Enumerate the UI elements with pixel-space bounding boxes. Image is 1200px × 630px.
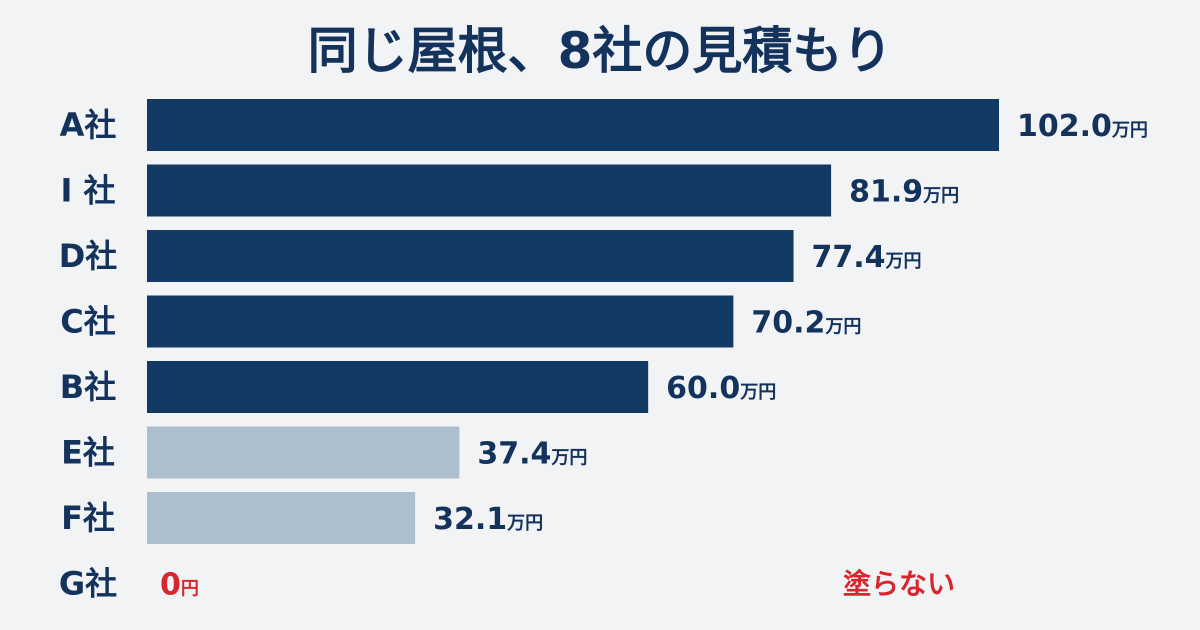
bar — [147, 361, 649, 413]
data-label: 70.2万円 — [751, 306, 861, 341]
data-label: 81.9万円 — [849, 175, 959, 210]
data-label: 102.0万円 — [1017, 109, 1148, 144]
data-label: 60.0万円 — [666, 371, 776, 406]
bar — [147, 99, 999, 151]
bar — [147, 164, 832, 217]
data-label: 77.4万円 — [812, 240, 922, 275]
no-paint-note: 塗らない — [843, 568, 955, 601]
data-label: 32.1万円 — [433, 502, 543, 537]
category-label: G社 — [59, 565, 117, 603]
bar — [147, 295, 734, 348]
bar — [147, 230, 794, 282]
chart-title: 同じ屋根、8社の見積もり — [308, 22, 893, 80]
category-label: A社 — [60, 106, 117, 144]
data-label: 37.4万円 — [477, 437, 587, 472]
category-label: I 社 — [60, 172, 115, 210]
category-label: F社 — [61, 499, 115, 537]
bar — [147, 492, 416, 544]
bar — [147, 426, 460, 479]
category-label: C社 — [60, 303, 116, 341]
category-label: E社 — [61, 434, 115, 472]
category-label: D社 — [59, 237, 118, 275]
category-label: B社 — [60, 368, 116, 406]
zero-value-label: 0円 — [160, 568, 199, 603]
